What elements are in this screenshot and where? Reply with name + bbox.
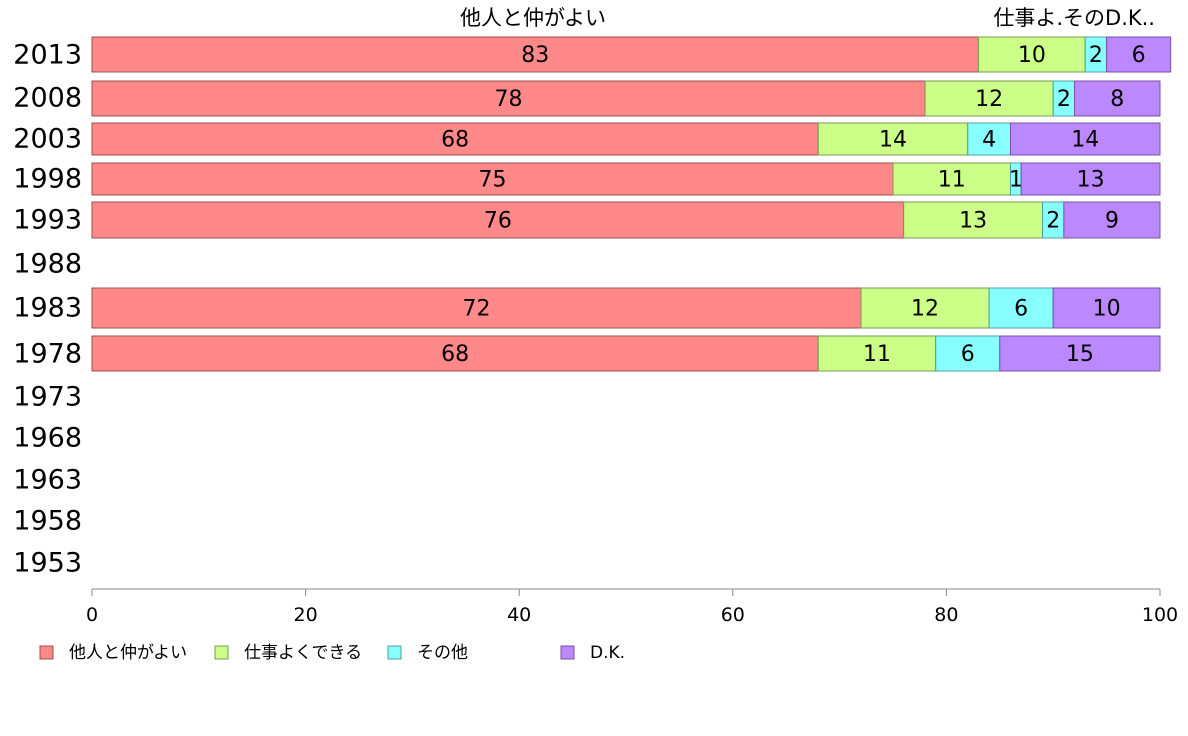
bar-segment <box>1020 162 1161 196</box>
bar-segment <box>860 287 990 329</box>
y-tick-label: 1958 <box>13 506 82 537</box>
bar-segment <box>91 335 819 372</box>
x-tick-label: 40 <box>507 604 531 626</box>
data-label: 13 <box>1077 168 1105 193</box>
data-label: 83 <box>521 43 549 68</box>
bar-segment <box>817 122 969 156</box>
x-axis: 0 20 40 60 80 100 <box>86 588 1178 626</box>
bar-segment <box>1052 287 1161 329</box>
bar-segment <box>988 287 1054 329</box>
x-tick-label: 20 <box>294 604 318 626</box>
data-label: 11 <box>938 168 966 193</box>
legend-swatch <box>214 645 229 660</box>
series-header-left: 他人と仲がよい <box>460 6 606 30</box>
data-label: 6 <box>1014 297 1028 322</box>
data-label: 14 <box>879 128 907 153</box>
data-label: 15 <box>1066 342 1094 367</box>
bar-segment <box>91 201 905 239</box>
y-tick-label: 2008 <box>13 83 82 114</box>
bar-segment <box>817 335 937 372</box>
data-label: 13 <box>959 209 987 234</box>
y-tick-label: 1973 <box>13 382 82 413</box>
x-tick-label: 60 <box>721 604 745 626</box>
data-label: 2 <box>1089 43 1103 68</box>
bar-segment <box>935 335 1001 372</box>
legend-swatch <box>560 645 575 660</box>
x-tick-label: 100 <box>1142 604 1178 626</box>
bar-segment <box>1074 80 1161 117</box>
data-label: 2 <box>1046 209 1060 234</box>
data-label: 76 <box>484 209 512 234</box>
y-tick-label: 1968 <box>13 423 82 454</box>
legend-swatch <box>39 645 54 660</box>
x-tick-label: 0 <box>86 604 98 626</box>
legend-label: 仕事よくできる <box>244 643 362 663</box>
y-tick-label: 1953 <box>13 548 82 579</box>
data-label: 72 <box>462 297 490 322</box>
data-label: 68 <box>441 128 469 153</box>
data-label: 9 <box>1105 209 1119 234</box>
data-label: 12 <box>975 87 1003 112</box>
bar-segment <box>924 80 1054 117</box>
data-label: 2 <box>1057 87 1071 112</box>
data-label: 10 <box>1018 43 1046 68</box>
bar-segment <box>999 335 1161 372</box>
x-tick-label: 80 <box>934 604 958 626</box>
data-label: 68 <box>441 342 469 367</box>
bar-segment <box>91 287 862 329</box>
data-label: 6 <box>1132 43 1146 68</box>
bar-segment <box>91 122 819 156</box>
y-tick-label: 1998 <box>13 164 82 195</box>
bar-segment <box>91 162 894 196</box>
y-tick-label: 2003 <box>13 124 82 155</box>
data-label: 1 <box>1009 168 1023 193</box>
data-label: 14 <box>1071 128 1099 153</box>
data-label: 6 <box>961 342 975 367</box>
series-header-right: 仕事よ.そのD.K.. <box>993 6 1155 30</box>
bar-segment <box>91 80 926 117</box>
bar-segment <box>1063 201 1161 239</box>
legend: 他人と仲がよい 仕事よくできる その他 D.K. <box>39 643 625 663</box>
y-tick-label: 1963 <box>13 465 82 496</box>
legend-label: D.K. <box>590 643 625 663</box>
data-label: 4 <box>982 128 996 153</box>
bar-segment <box>977 36 1086 73</box>
y-tick-label: 1988 <box>13 249 82 280</box>
legend-swatch <box>387 645 402 660</box>
data-label: 11 <box>863 342 891 367</box>
data-label: 8 <box>1110 87 1124 112</box>
bar-segment <box>892 162 1011 196</box>
bar-segment <box>903 201 1044 239</box>
bar-segment <box>1106 36 1172 73</box>
data-label: 12 <box>911 297 939 322</box>
bar-segment <box>1009 122 1161 156</box>
data-label: 75 <box>479 168 507 193</box>
bar-segment <box>967 122 1011 156</box>
data-label: 78 <box>495 87 523 112</box>
legend-label: 他人と仲がよい <box>69 643 187 663</box>
y-tick-label: 1978 <box>13 339 82 370</box>
data-label: 10 <box>1093 297 1121 322</box>
bar-segment <box>91 36 979 73</box>
y-tick-label: 2013 <box>13 40 82 71</box>
legend-label: その他 <box>417 643 468 663</box>
y-tick-label: 1983 <box>13 293 82 324</box>
y-tick-label: 1993 <box>13 205 82 236</box>
